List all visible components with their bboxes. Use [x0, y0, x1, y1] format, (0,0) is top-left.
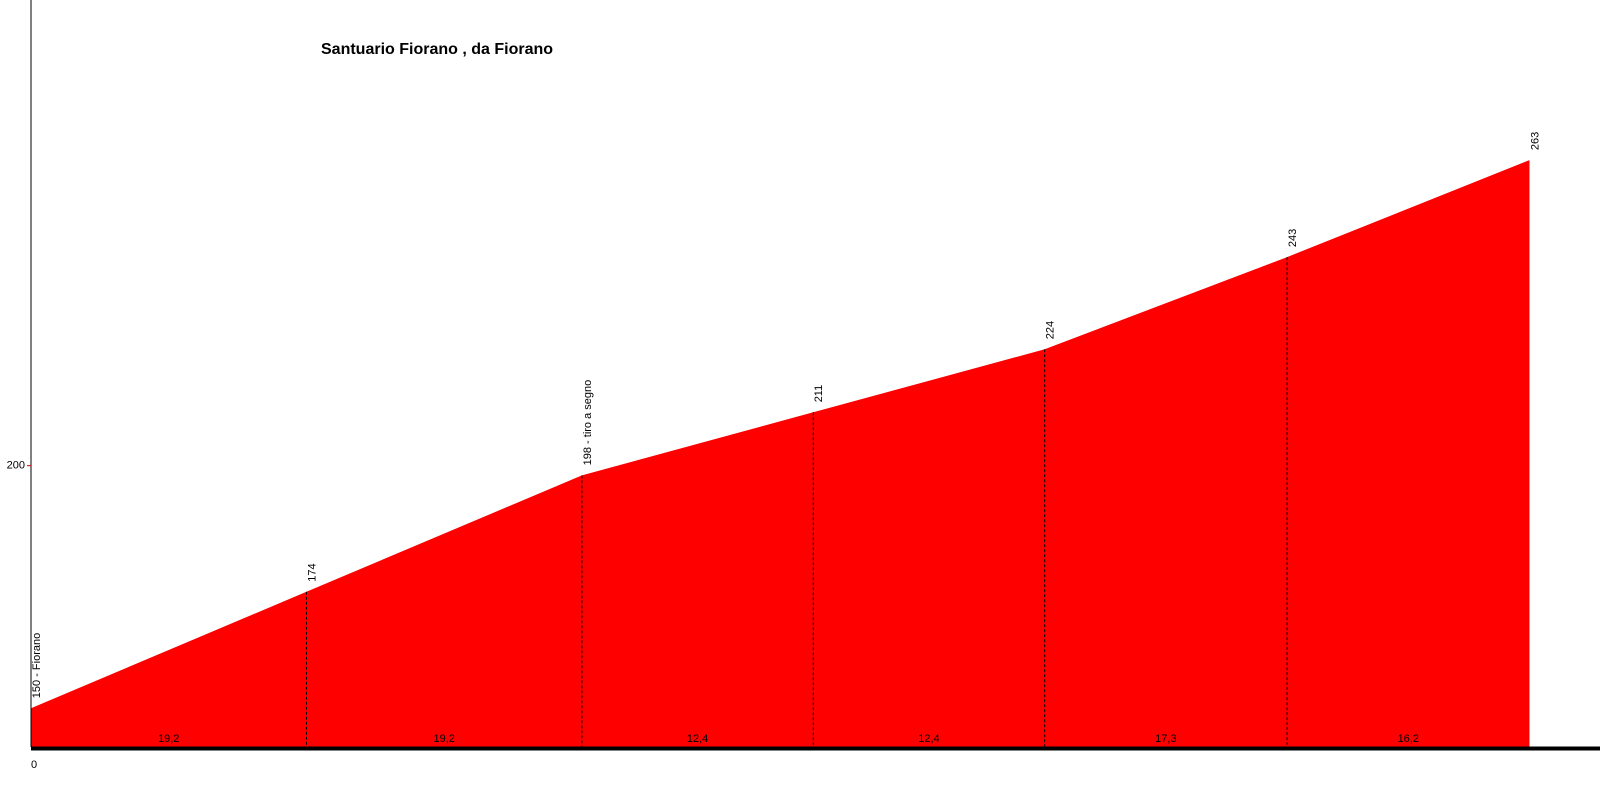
point-label: 211 — [813, 385, 825, 403]
gradient-label: 12,4 — [687, 733, 708, 745]
point-label: 263 — [1529, 132, 1541, 150]
gradient-label: 17,3 — [1155, 733, 1176, 745]
point-label: 224 — [1045, 321, 1057, 339]
chart-title: Santuario Fiorano , da Fiorano — [321, 41, 553, 58]
gradient-label: 19,2 — [158, 733, 179, 745]
gradient-label: 16,2 — [1398, 733, 1419, 745]
point-label: 174 — [306, 563, 318, 581]
gradient-label: 12,4 — [918, 733, 939, 745]
point-label: 198 - tiro a segno — [582, 380, 594, 466]
point-label: 150 - Fiorano — [31, 633, 43, 698]
y-tick-label: 200 — [7, 460, 25, 472]
gradient-label: 19,2 — [433, 733, 454, 745]
x-tick-label: 0 — [31, 759, 37, 771]
point-label: 243 — [1287, 229, 1299, 247]
elevation-area — [31, 160, 1530, 748]
